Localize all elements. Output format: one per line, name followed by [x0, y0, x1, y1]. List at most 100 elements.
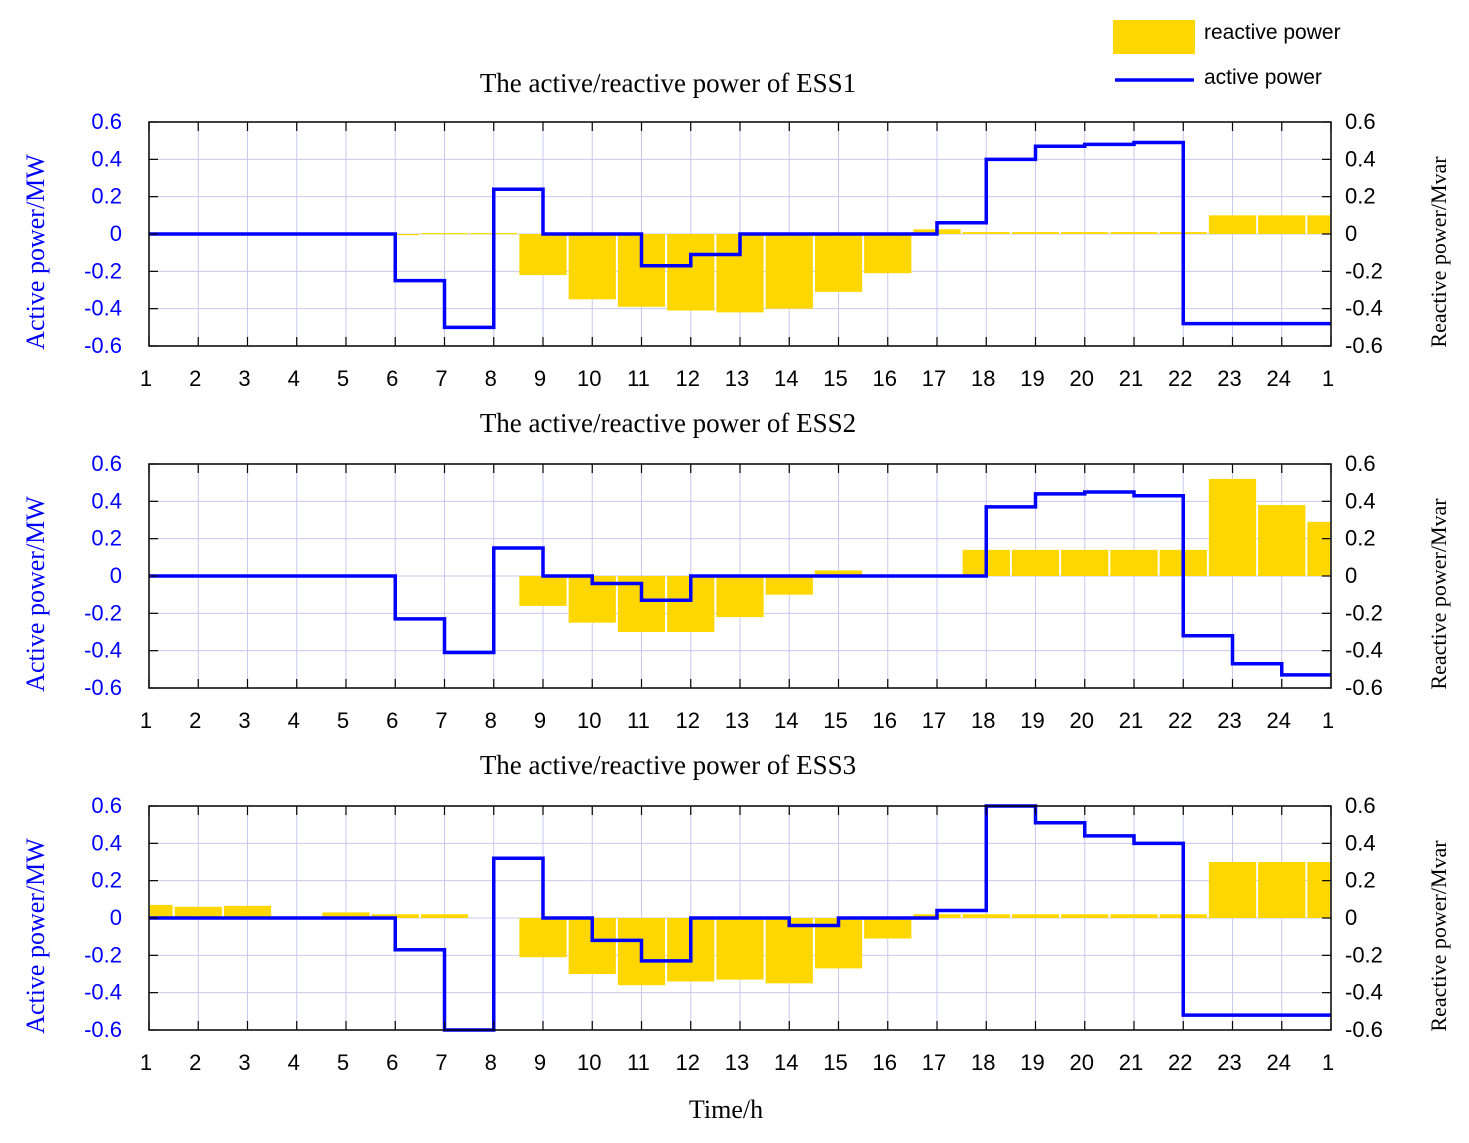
y-tick-label-right: 0.2 — [1345, 184, 1376, 209]
y-tick-label-right: 0.4 — [1345, 488, 1376, 513]
x-tick-label: 19 — [1020, 366, 1044, 391]
reactive-power-bar — [962, 232, 1010, 234]
x-tick-label: 6 — [386, 366, 398, 391]
x-tick-label: 13 — [725, 708, 749, 733]
x-tick-label: 11 — [627, 366, 650, 391]
y-tick-label-right: -0.2 — [1345, 258, 1383, 283]
x-tick-label: 3 — [238, 708, 250, 733]
x-tick-label: 1 — [140, 708, 152, 733]
y-tick-label-right: 0.2 — [1345, 526, 1376, 551]
reactive-power-bar — [371, 914, 419, 918]
x-tick-label: 14 — [774, 366, 798, 391]
active-power-line — [149, 140, 1331, 330]
y-tick-label-left: 0.6 — [91, 451, 122, 476]
reactive-power-bar — [568, 234, 616, 300]
x-tick-label: 2 — [189, 1050, 201, 1075]
active-power-line — [149, 490, 1331, 677]
reactive-power-bar — [1061, 549, 1109, 576]
x-tick-label: 10 — [577, 708, 601, 733]
x-tick-label: 12 — [676, 708, 700, 733]
x-tick-label: 23 — [1217, 1050, 1241, 1075]
y-tick-label-right: -0.2 — [1345, 942, 1383, 967]
x-tick-label: 7 — [435, 366, 447, 391]
x-tick-label: 3 — [238, 366, 250, 391]
y-tick-label-right: -0.6 — [1345, 1017, 1383, 1042]
x-tick-label: 21 — [1119, 1050, 1143, 1075]
legend-swatch-reactive — [1113, 20, 1195, 54]
y-axis-label-right: Reactive power/Mvar — [1426, 156, 1451, 348]
y-axis-label-left: Active power/MW — [21, 838, 50, 1034]
reactive-power-bar — [420, 914, 469, 918]
legend: reactive power active power — [1113, 20, 1341, 89]
reactive-power-bar — [814, 234, 863, 292]
y-axis-label-right: Reactive power/Mvar — [1426, 498, 1451, 690]
x-tick-label: 1 — [1322, 708, 1334, 733]
y-axis-label-right: Reactive power/Mvar — [1426, 840, 1451, 1032]
x-tick-label: 23 — [1217, 366, 1241, 391]
x-tick-label: 7 — [435, 708, 447, 733]
reactive-power-bar — [1208, 478, 1257, 576]
y-tick-label-right: 0.4 — [1345, 830, 1376, 855]
x-tick-label: 22 — [1168, 708, 1192, 733]
x-tick-label: 4 — [288, 1050, 300, 1075]
x-tick-label: 9 — [534, 1050, 546, 1075]
reactive-power-bar — [1307, 521, 1330, 576]
x-tick-label: 4 — [288, 366, 300, 391]
reactive-power-bar — [1258, 862, 1306, 918]
y-tick-label-right: 0 — [1345, 563, 1357, 588]
x-tick-label: 3 — [238, 1050, 250, 1075]
y-tick-label-left: 0.2 — [91, 184, 122, 209]
x-tick-label: 12 — [676, 1050, 700, 1075]
reactive-power-bar — [716, 918, 764, 980]
y-tick-label-left: 0.2 — [91, 526, 122, 551]
panel-title: The active/reactive power of ESS1 — [480, 68, 856, 98]
reactive-power-bar — [1258, 215, 1306, 234]
x-tick-label: 21 — [1119, 366, 1143, 391]
x-tick-label: 9 — [534, 708, 546, 733]
y-tick-label-right: -0.6 — [1345, 333, 1383, 358]
y-tick-label-left: 0.4 — [91, 146, 122, 171]
x-tick-label: 13 — [725, 1050, 749, 1075]
reactive-power-bar — [1307, 215, 1330, 234]
x-tick-label: 15 — [823, 1050, 847, 1075]
reactive-power-bar — [322, 912, 370, 918]
reactive-power-bar — [1061, 914, 1109, 918]
x-tick-label: 2 — [189, 366, 201, 391]
x-tick-label: 16 — [873, 366, 897, 391]
y-tick-label-left: 0.6 — [91, 793, 122, 818]
reactive-power-bar — [150, 904, 173, 918]
x-tick-label: 15 — [823, 366, 847, 391]
y-tick-label-right: 0 — [1345, 905, 1357, 930]
reactive-power-bar — [765, 576, 813, 595]
reactive-power-bar — [519, 234, 567, 276]
y-tick-label-right: 0 — [1345, 221, 1357, 246]
x-tick-label: 8 — [485, 366, 497, 391]
reactive-power-bar — [1110, 549, 1158, 576]
chart-panel-ess1: 1 2 3 4 5 6 7 8 9 10 11 12 13 14 15 16 17 18 19 20 21 22 23 24 1… — [21, 68, 1451, 391]
reactive-power-bar — [814, 570, 863, 576]
y-tick-label-right: 0.2 — [1345, 868, 1376, 893]
x-tick-label: 16 — [873, 708, 897, 733]
legend-label-reactive: reactive power — [1204, 21, 1341, 44]
reactive-power-bar — [1258, 505, 1306, 576]
x-tick-label: 22 — [1168, 366, 1192, 391]
y-tick-label-left: -0.4 — [84, 980, 122, 1005]
y-tick-label-left: 0 — [110, 563, 122, 588]
reactive-power-bar — [1011, 549, 1060, 576]
x-tick-label: 20 — [1070, 366, 1094, 391]
x-tick-label: 15 — [823, 708, 847, 733]
x-tick-label: 18 — [971, 708, 995, 733]
y-tick-label-left: -0.6 — [84, 675, 122, 700]
y-tick-label-right: 0.4 — [1345, 146, 1376, 171]
x-tick-label: 17 — [922, 366, 946, 391]
x-tick-label: 5 — [337, 1050, 349, 1075]
x-tick-label: 9 — [534, 366, 546, 391]
y-tick-label-right: -0.6 — [1345, 675, 1383, 700]
x-tick-label: 22 — [1168, 1050, 1192, 1075]
y-tick-label-right: 0.6 — [1345, 109, 1376, 134]
y-tick-label-left: -0.6 — [84, 333, 122, 358]
x-tick-label: 5 — [337, 366, 349, 391]
x-tick-label: 14 — [774, 1050, 798, 1075]
x-tick-label: 2 — [189, 708, 201, 733]
reactive-power-bar — [420, 233, 469, 235]
